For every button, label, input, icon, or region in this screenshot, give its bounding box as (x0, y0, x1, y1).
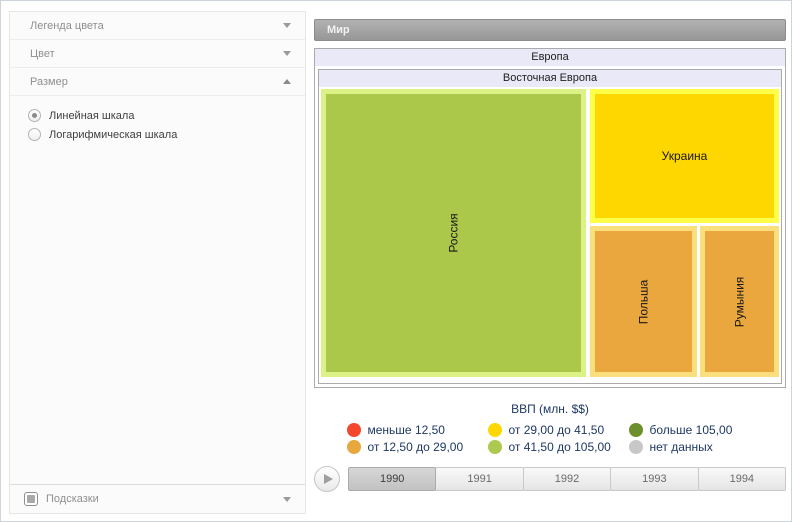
legend-item-label: от 12,50 до 29,00 (367, 440, 464, 454)
legend-dot-icon (628, 440, 643, 454)
legend-item: нет данных (628, 440, 754, 454)
treemap-group-europe: Европа Восточная Европа Россия Украина П… (314, 48, 786, 388)
legend-dot-icon (346, 423, 361, 437)
legend-item-label: от 29,00 до 41,50 (508, 423, 605, 437)
legend-title: ВВП (млн. $$) (511, 402, 589, 416)
section-label: Размер (30, 75, 68, 88)
legend-item: меньше 12,50 (346, 423, 472, 437)
treemap-group-europe-body: Восточная Европа Россия Украина Польша Р… (315, 66, 785, 387)
legend-item-label: меньше 12,50 (367, 423, 445, 437)
tooltips-label: Подсказки (46, 493, 99, 505)
treemap-cell-russia[interactable]: Россия (321, 89, 586, 377)
year-button-1990[interactable]: 1990 (348, 467, 437, 491)
color-legend: ВВП (млн. $$) меньше 12,50 от 29,00 до 4… (314, 402, 786, 454)
treemap-group-eastern-europe: Восточная Европа Россия Украина Польша Р… (318, 69, 782, 384)
sidebar-section-size[interactable]: Размер (10, 68, 305, 96)
radio-selected-icon (28, 109, 41, 122)
size-scale-options: Линейная шкала Логарифмическая шкала (10, 96, 305, 144)
year-button-1992[interactable]: 1992 (522, 467, 612, 491)
radio-label: Логарифмическая шкала (49, 128, 178, 141)
treemap-cells-area: Россия Украина Польша Румыния (319, 87, 781, 383)
cell-label: Румыния (732, 276, 747, 327)
year-button-1993[interactable]: 1993 (610, 467, 699, 491)
legend-item: от 12,50 до 29,00 (346, 440, 472, 454)
legend-dot-icon (487, 423, 502, 437)
play-button[interactable] (314, 466, 340, 492)
year-button-1994[interactable]: 1994 (697, 467, 787, 491)
sidebar-section-color-legend[interactable]: Легенда цвета (10, 12, 305, 40)
play-icon (324, 474, 333, 484)
treemap-root-header[interactable]: Мир (314, 19, 786, 41)
cell-label: Россия (446, 213, 461, 253)
chevron-up-icon (283, 79, 291, 84)
radio-label: Линейная шкала (49, 109, 135, 122)
radio-log-scale[interactable]: Логарифмическая шкала (28, 125, 305, 144)
radio-icon (28, 128, 41, 141)
legend-item: больше 105,00 (628, 423, 754, 437)
legend-item: от 29,00 до 41,50 (487, 423, 613, 437)
sidebar-section-color[interactable]: Цвет (10, 40, 305, 68)
timeline: 1990 1991 1992 1993 1994 (314, 466, 787, 492)
year-button-1991[interactable]: 1991 (435, 467, 524, 491)
sidebar-section-tooltips[interactable]: Подсказки (10, 484, 305, 513)
legend-item: от 41,50 до 105,00 (487, 440, 613, 454)
legend-grid: меньше 12,50 от 29,00 до 41,50 больше 10… (314, 423, 786, 454)
chevron-down-icon (283, 496, 291, 502)
year-selector: 1990 1991 1992 1993 1994 (348, 467, 787, 491)
legend-item-label: от 41,50 до 105,00 (508, 440, 611, 454)
legend-item-label: больше 105,00 (649, 423, 733, 437)
tooltips-checkbox[interactable] (24, 492, 38, 506)
section-label: Легенда цвета (30, 19, 104, 32)
cell-label: Польша (636, 279, 651, 324)
legend-dot-icon (628, 423, 643, 437)
treemap-group-eastern-europe-header[interactable]: Восточная Европа (319, 70, 781, 87)
treemap-panel: Мир Европа Восточная Европа Россия Украи… (314, 19, 787, 492)
treemap-cell-poland[interactable]: Польша (590, 226, 697, 377)
radio-linear-scale[interactable]: Линейная шкала (28, 106, 305, 125)
section-label: Цвет (30, 47, 55, 60)
legend-dot-icon (346, 440, 361, 454)
sidebar: Легенда цвета Цвет Размер Линейная шкала… (9, 11, 306, 514)
chevron-down-icon (283, 23, 291, 28)
treemap-cell-ukraine[interactable]: Украина (590, 89, 779, 223)
treemap-cell-romania[interactable]: Румыния (700, 226, 779, 377)
legend-dot-icon (487, 440, 502, 454)
legend-item-label: нет данных (649, 440, 713, 454)
chevron-down-icon (283, 51, 291, 56)
treemap-group-europe-header[interactable]: Европа (315, 49, 785, 66)
cell-label: Украина (661, 149, 708, 163)
root-label: Мир (327, 24, 350, 36)
